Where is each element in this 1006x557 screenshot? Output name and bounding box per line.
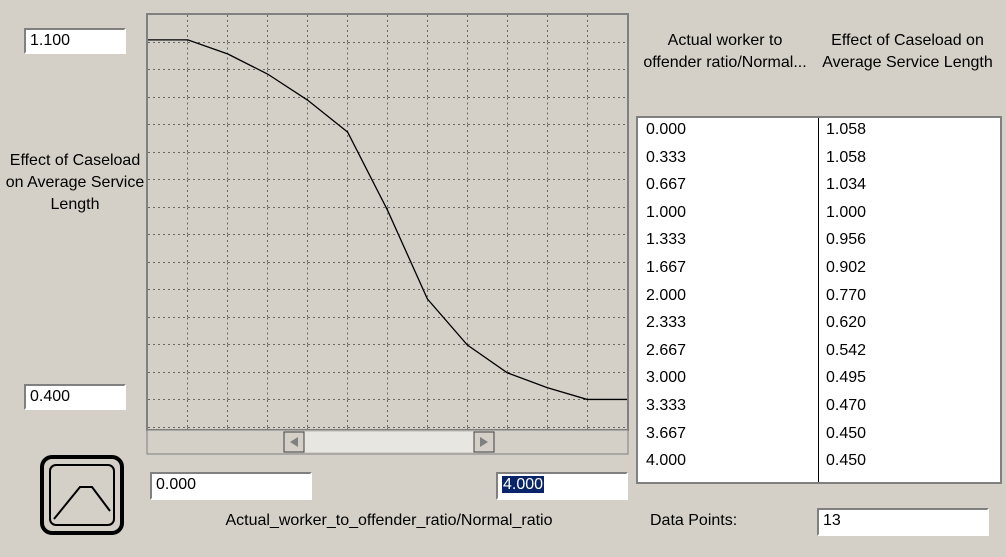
table-x-cell: 4.000 xyxy=(646,452,687,470)
table-y-cell: 0.902 xyxy=(826,259,867,276)
table-x-cell: 2.000 xyxy=(646,286,687,304)
data-table[interactable]: 0.000 1.058 0.333 1.058 0.667 1.034 1.000 1.000… xyxy=(636,116,1002,484)
table-x-cell: 3.667 xyxy=(646,424,687,442)
table-x-cell: 1.000 xyxy=(646,203,687,221)
table-y-cell: 0.450 xyxy=(826,452,867,470)
curve xyxy=(148,39,627,401)
table-y-cell: 0.956 xyxy=(826,231,867,249)
table-x-cell: 0.000 xyxy=(646,121,687,138)
y-min-text: 0.400 xyxy=(30,388,71,405)
table-x-cell: 2.667 xyxy=(646,341,687,359)
scroll-track xyxy=(304,432,474,452)
table-x-cell: 1.333 xyxy=(646,231,687,249)
table-header-y: Effect of Caseload on Average Service Le… xyxy=(822,32,993,71)
table-y-cell: 0.450 xyxy=(826,424,867,442)
plot xyxy=(146,13,629,455)
table-x-cell: 1.667 xyxy=(646,259,687,276)
table-x-cell: 0.667 xyxy=(646,176,687,194)
table-x-cell: 2.333 xyxy=(646,314,687,332)
table-y-cell: 0.495 xyxy=(826,369,867,387)
x-min-field[interactable]: 0.000 xyxy=(150,472,312,500)
y-axis-label: Effect of Caseload on Average Service Le… xyxy=(5,152,145,213)
table-x-cell: 0.333 xyxy=(646,148,687,166)
table-y-cell: 1.058 xyxy=(826,148,867,166)
table-y-cell: 0.770 xyxy=(826,286,867,304)
data-points-text: 13 xyxy=(823,512,841,529)
y-min-field[interactable]: 0.400 xyxy=(24,384,126,410)
table-y-cell: 1.034 xyxy=(826,176,867,194)
grid xyxy=(148,15,627,429)
table-header-x: Actual worker to offender ratio/Normal..… xyxy=(643,32,807,71)
x-max-field[interactable]: 4.000 xyxy=(496,472,628,500)
data-points-field[interactable]: 13 xyxy=(817,508,989,536)
table-y-cell: 0.470 xyxy=(826,397,867,414)
y-max-text: 1.100 xyxy=(30,32,71,49)
table-y-cell: 1.000 xyxy=(826,203,867,221)
table-x-cell: 3.000 xyxy=(646,369,687,387)
shape-icon[interactable] xyxy=(38,453,128,537)
table-y-cell: 0.620 xyxy=(826,314,867,332)
table-y-cell: 0.542 xyxy=(826,341,867,359)
table-y-cell: 1.058 xyxy=(826,121,867,138)
x-min-text: 0.000 xyxy=(156,476,197,493)
x-max-text: 4.000 xyxy=(502,476,545,493)
table-x-cell: 3.333 xyxy=(646,397,687,414)
data-points-label: Data Points: xyxy=(650,512,738,529)
column-divider xyxy=(818,118,819,482)
x-axis-label: Actual_worker_to_offender_ratio/Normal_r… xyxy=(225,512,553,529)
y-max-field[interactable]: 1.100 xyxy=(24,28,126,54)
